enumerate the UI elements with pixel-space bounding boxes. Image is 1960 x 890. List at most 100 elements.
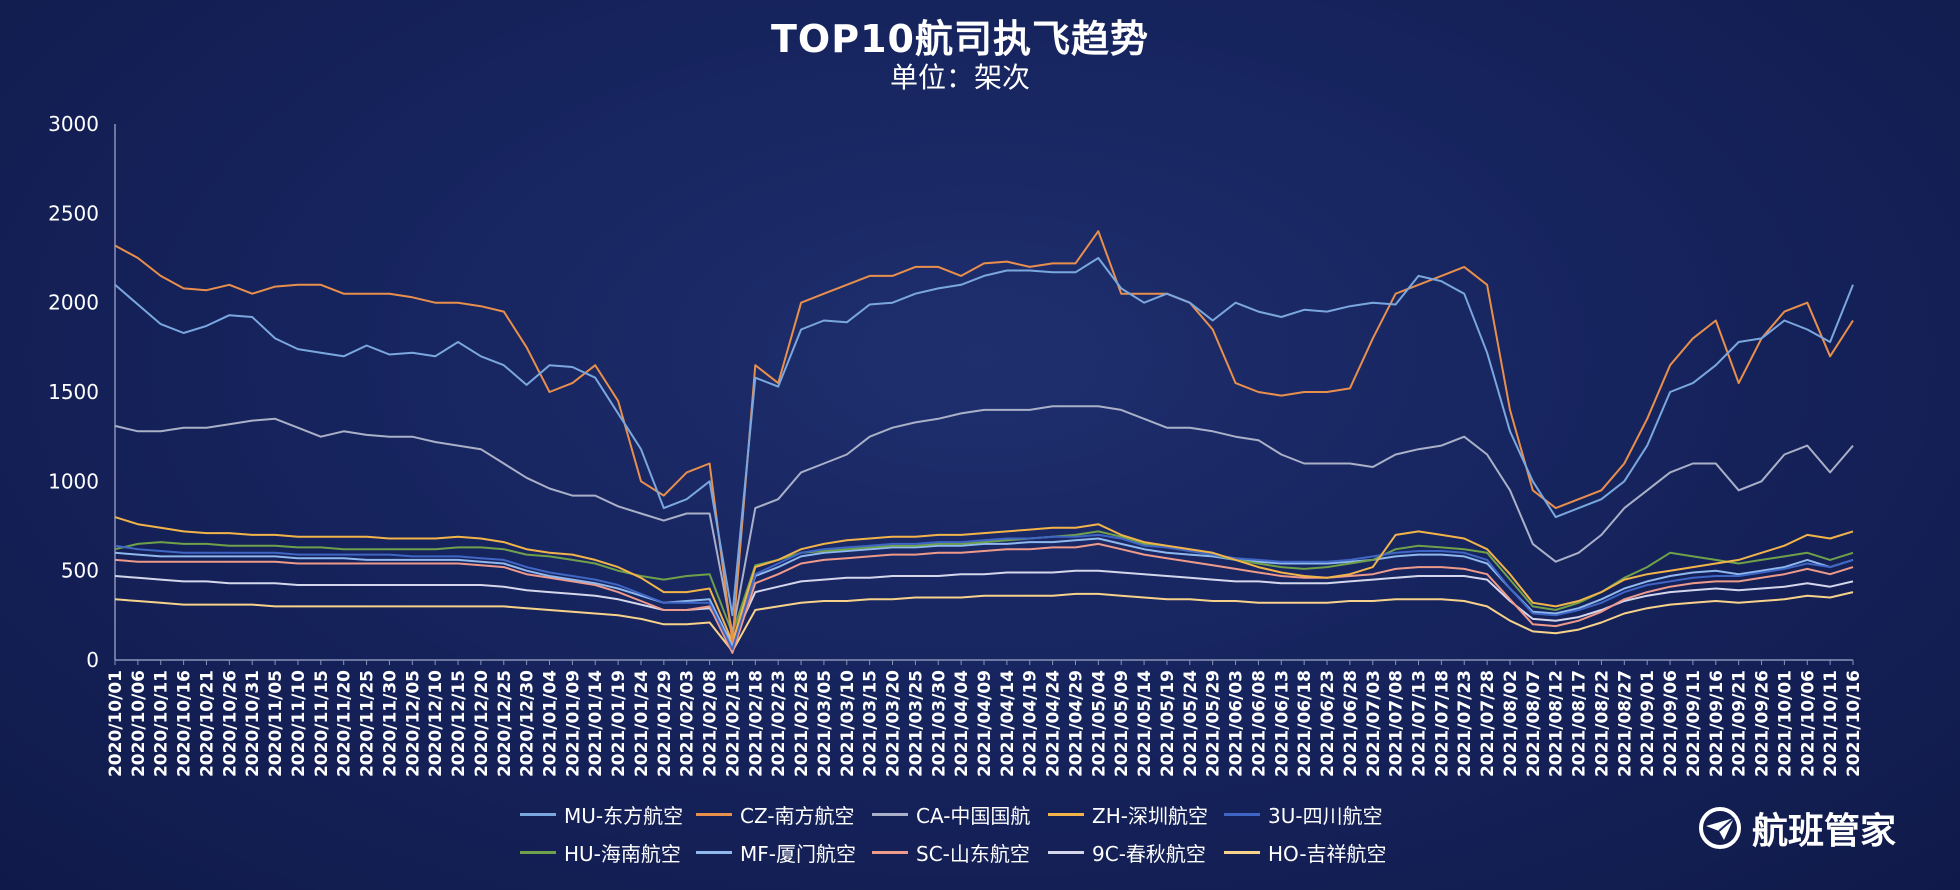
brand-name: 航班管家 bbox=[1752, 811, 1897, 852]
legend-swatch bbox=[1224, 850, 1260, 854]
x-tick-label: 2021/05/09 bbox=[1112, 670, 1132, 777]
y-tick-label: 1500 bbox=[48, 380, 99, 404]
x-tick-label: 2021/10/11 bbox=[1821, 670, 1841, 777]
x-tick-label: 2020/11/25 bbox=[358, 670, 378, 777]
x-tick-label: 2021/09/26 bbox=[1753, 670, 1773, 777]
x-tick-label: 2021/03/05 bbox=[815, 670, 835, 777]
plane-logo-icon bbox=[1699, 807, 1741, 849]
legend-item[interactable]: MU-东方航空 bbox=[520, 800, 696, 828]
x-tick-label: 2021/08/27 bbox=[1615, 670, 1635, 777]
x-tick-label: 2021/05/24 bbox=[1181, 670, 1201, 777]
legend-item[interactable]: 3U-四川航空 bbox=[1224, 800, 1400, 828]
x-tick-label: 2021/09/16 bbox=[1707, 670, 1727, 777]
y-tick-label: 2500 bbox=[48, 201, 99, 225]
x-tick-label: 2021/01/09 bbox=[563, 670, 583, 777]
series-line bbox=[114, 542, 1854, 654]
legend-label: MU-东方航空 bbox=[564, 803, 684, 828]
x-tick-label: 2021/03/15 bbox=[861, 670, 881, 777]
legend-item[interactable]: HU-海南航空 bbox=[520, 838, 696, 866]
y-tick-label: 3000 bbox=[48, 112, 99, 136]
x-tick-label: 2020/10/26 bbox=[220, 670, 240, 777]
legend-label: 9C-春秋航空 bbox=[1092, 841, 1206, 866]
legend-item[interactable]: HO-吉祥航空 bbox=[1224, 838, 1400, 866]
legend-item[interactable]: ZH-深圳航空 bbox=[1048, 800, 1224, 828]
x-tick-label: 2021/10/01 bbox=[1775, 670, 1795, 777]
x-tick-label: 2021/02/13 bbox=[723, 670, 743, 777]
x-tick-label: 2021/03/30 bbox=[929, 670, 949, 777]
series-line bbox=[114, 569, 1854, 644]
y-tick-label: 2000 bbox=[48, 291, 99, 315]
x-tick-label: 2020/11/30 bbox=[380, 670, 400, 777]
x-tick-label: 2021/07/18 bbox=[1432, 670, 1452, 777]
x-tick-label: 2021/04/04 bbox=[952, 670, 972, 777]
x-tick-label: 2020/10/01 bbox=[106, 670, 126, 777]
legend-swatch bbox=[872, 850, 908, 854]
chart-title: TOP10航司执飞趋势 bbox=[771, 17, 1149, 61]
legend-label: 3U-四川航空 bbox=[1268, 803, 1383, 828]
legend-label: SC-山东航空 bbox=[916, 841, 1030, 866]
legend-item[interactable]: MF-厦门航空 bbox=[696, 838, 872, 866]
legend-item[interactable]: SC-山东航空 bbox=[872, 838, 1048, 866]
x-tick-label: 2020/12/30 bbox=[518, 670, 538, 777]
y-axis: 0 500 1000 1500 2000 2500 3000 bbox=[48, 112, 116, 672]
x-tick-label: 2021/10/16 bbox=[1844, 670, 1864, 777]
legend-label: HU-海南航空 bbox=[564, 841, 681, 866]
x-tick-label: 2021/04/19 bbox=[1021, 670, 1041, 777]
x-tick-label: 2021/06/28 bbox=[1341, 670, 1361, 777]
x-tick-label: 2021/05/14 bbox=[1135, 670, 1155, 777]
legend: MU-东方航空 CZ-南方航空 CA-中国国航 ZH-深圳航空 3U-四川航空 HU-海南… bbox=[520, 800, 1420, 866]
x-tick-label: 2021/02/03 bbox=[678, 670, 698, 777]
x-tick-label: 2021/04/14 bbox=[998, 670, 1018, 777]
x-tick-label: 2020/11/15 bbox=[312, 670, 332, 777]
x-tick-label: 2021/09/01 bbox=[1638, 670, 1658, 777]
y-tick-label: 500 bbox=[61, 559, 99, 583]
brand-logo: 航班管家 bbox=[1698, 802, 1896, 854]
x-tick-label: 2020/12/05 bbox=[403, 670, 423, 777]
x-tick-label: 2021/03/10 bbox=[838, 670, 858, 777]
series-line bbox=[114, 230, 1854, 644]
x-tick-label: 2021/01/14 bbox=[586, 670, 606, 777]
x-tick-label: 2021/08/17 bbox=[1570, 670, 1590, 777]
y-tick-label: 1000 bbox=[48, 469, 99, 493]
series-line bbox=[114, 591, 1854, 653]
legend-item[interactable]: 9C-春秋航空 bbox=[1048, 838, 1224, 866]
x-tick-label: 2021/06/03 bbox=[1227, 670, 1247, 777]
x-tick-label: 2020/12/15 bbox=[449, 670, 469, 777]
x-tick-label: 2021/03/25 bbox=[906, 670, 926, 777]
legend-swatch bbox=[1048, 812, 1084, 816]
x-tick-label: 2021/07/13 bbox=[1410, 670, 1430, 777]
x-tick-label: 2020/12/25 bbox=[495, 670, 515, 777]
x-tick-label: 2021/06/23 bbox=[1318, 670, 1338, 777]
x-tick-label: 2020/12/10 bbox=[426, 670, 446, 777]
legend-item[interactable]: CZ-南方航空 bbox=[696, 800, 872, 828]
x-tick-label: 2021/05/29 bbox=[1204, 670, 1224, 777]
x-tick-label: 2021/07/08 bbox=[1387, 670, 1407, 777]
series-line bbox=[114, 516, 1854, 644]
legend-swatch bbox=[1224, 812, 1260, 816]
x-tick-label: 2021/03/20 bbox=[884, 670, 904, 777]
series-line bbox=[114, 405, 1854, 635]
x-tick-label: 2021/05/04 bbox=[1089, 670, 1109, 777]
x-tick-label: 2021/07/03 bbox=[1364, 670, 1384, 777]
x-tick-label: 2020/10/21 bbox=[197, 670, 217, 777]
series-line bbox=[114, 537, 1854, 647]
x-tick-label: 2020/11/20 bbox=[335, 670, 355, 777]
legend-swatch bbox=[696, 812, 732, 816]
x-tick-label: 2021/01/29 bbox=[655, 670, 675, 777]
series-line bbox=[114, 530, 1854, 635]
legend-swatch bbox=[872, 812, 908, 816]
x-tick-label: 2021/08/07 bbox=[1524, 670, 1544, 777]
x-tick-label: 2020/10/16 bbox=[175, 670, 195, 777]
x-tick-label: 2020/11/05 bbox=[266, 670, 286, 777]
legend-label: CZ-南方航空 bbox=[740, 803, 855, 828]
x-tick-label: 2021/02/18 bbox=[746, 670, 766, 777]
legend-swatch bbox=[520, 812, 556, 816]
legend-item[interactable]: CA-中国国航 bbox=[872, 800, 1048, 828]
x-tick-label: 2021/01/24 bbox=[632, 670, 652, 777]
x-axis: 2020/10/01 2020/10/06 2020/10/11 2020/10/16… bbox=[106, 659, 1864, 777]
legend-label: MF-厦门航空 bbox=[740, 841, 856, 866]
x-tick-label: 2021/07/28 bbox=[1478, 670, 1498, 777]
x-tick-label: 2020/10/31 bbox=[243, 670, 263, 777]
series-line bbox=[114, 533, 1854, 651]
legend-label: CA-中国国航 bbox=[916, 803, 1031, 828]
